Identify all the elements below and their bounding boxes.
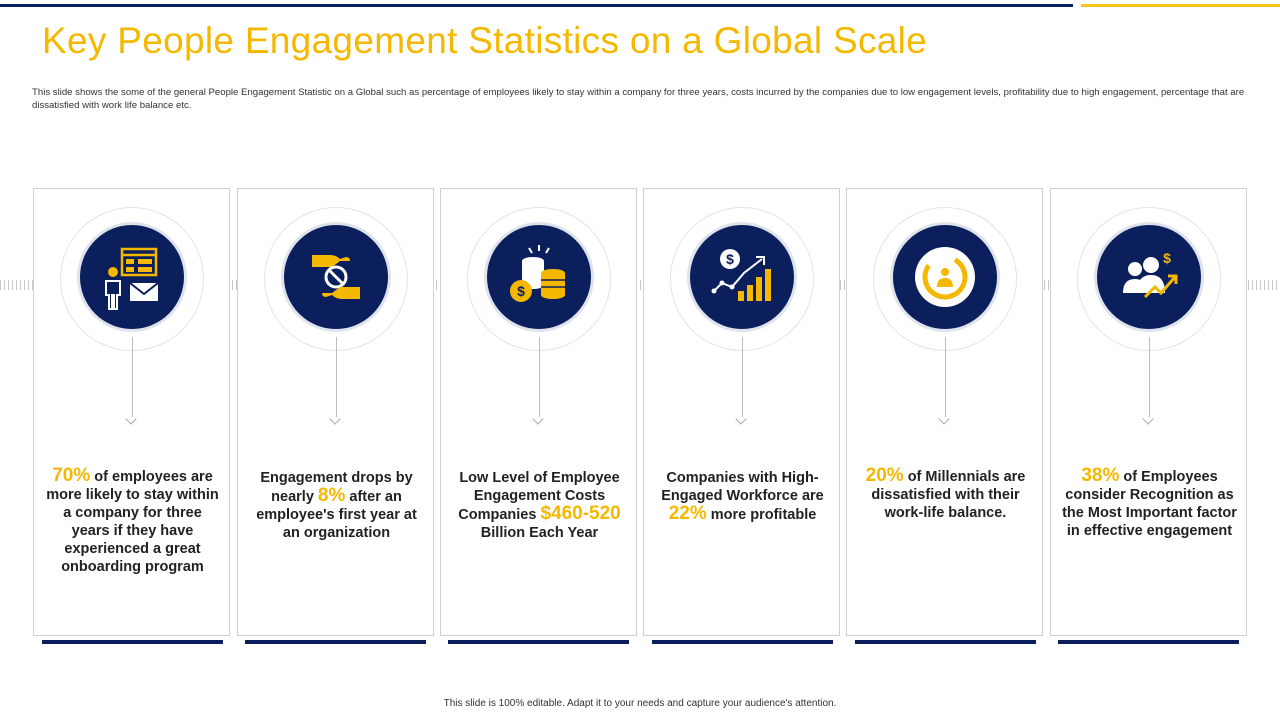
card-4-bar (652, 640, 833, 644)
connector-line (1149, 337, 1150, 417)
stat-text: Low Level of Employee Engagement Costs C… (458, 470, 621, 541)
stat-highlight: 8% (317, 485, 346, 506)
coins-dollar-icon: $ (484, 222, 594, 332)
stat-highlight: 70% (52, 465, 91, 486)
hands-prohibited-icon (281, 222, 391, 332)
top-rule-navy (0, 4, 1073, 7)
millennials-circle-icon (890, 222, 1000, 332)
stat-highlight: $460-520 (540, 503, 621, 524)
growth-chart-dollar-icon: $ (687, 222, 797, 332)
footer-note: This slide is 100% editable. Adapt it to… (443, 698, 837, 709)
arrow-down-icon (938, 413, 950, 425)
stat-card-5: 20% of Millennials are dissatisfied with… (846, 188, 1043, 636)
svg-text:$: $ (1163, 250, 1171, 266)
svg-text:$: $ (517, 283, 525, 299)
stat-card-1: 70% of employees are more likely to stay… (33, 188, 230, 636)
stat-highlight: 38% (1081, 465, 1120, 486)
employee-mail-icon (77, 222, 187, 332)
stat-text: 20% of Millennials are dissatisfied with… (865, 465, 1026, 521)
stat-card-3: $ Low Level of Employee Engagement Costs… (440, 188, 637, 636)
card-5-bar (855, 640, 1036, 644)
stat-highlight: 20% (865, 465, 904, 486)
connector-line (336, 337, 337, 417)
arrow-down-icon (125, 413, 137, 425)
page-title: Key People Engagement Statistics on a Gl… (42, 20, 928, 61)
top-rule-gold (1081, 4, 1280, 7)
card-1-bar (42, 640, 223, 644)
dashed-divider (0, 280, 1280, 290)
card-3-bar (448, 640, 629, 644)
arrow-down-icon (532, 413, 544, 425)
card-2-bar (245, 640, 426, 644)
stat-text: 38% of Employees consider Recognition as… (1062, 465, 1237, 539)
stat-card-2: Engagement drops by nearly 8% after an e… (237, 188, 434, 636)
arrow-down-icon (329, 413, 341, 425)
svg-text:$: $ (726, 251, 734, 267)
connector-line (539, 337, 540, 417)
stat-card-6: $ 38% of Employees consider Recognition … (1050, 188, 1247, 636)
stat-highlight: 22% (668, 503, 707, 524)
connector-line (132, 337, 133, 417)
stat-text: Engagement drops by nearly 8% after an e… (256, 470, 417, 541)
connector-line (742, 337, 743, 417)
page-subtitle: This slide shows the some of the general… (32, 87, 1245, 111)
connector-line (945, 337, 946, 417)
recognition-people-icon: $ (1094, 222, 1204, 332)
stat-text: 70% of employees are more likely to stay… (46, 465, 219, 575)
stat-card-4: $ Companies with High-Engaged Workforce … (643, 188, 840, 636)
stat-text: Companies with High-Engaged Workforce ar… (661, 470, 824, 524)
arrow-down-icon (735, 413, 747, 425)
card-6-bar (1058, 640, 1239, 644)
arrow-down-icon (1142, 413, 1154, 425)
